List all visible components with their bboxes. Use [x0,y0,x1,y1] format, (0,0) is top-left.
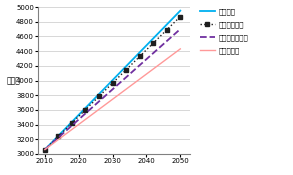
Y-axis label: 万トン: 万トン [6,76,20,85]
Legend: 影響なし, 海面上昇のみ, 高温障害等のみ, 両影響あり: 影響なし, 海面上昇のみ, 高温障害等のみ, 両影響あり [200,9,248,54]
